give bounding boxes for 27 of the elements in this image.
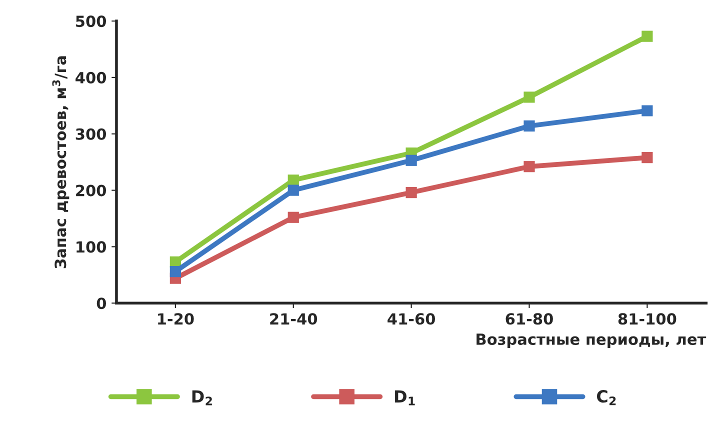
y-tick-label: 500 — [76, 16, 106, 28]
point — [524, 92, 535, 103]
point — [406, 186, 417, 198]
point — [288, 212, 299, 223]
point — [406, 154, 417, 166]
point — [524, 161, 535, 172]
x-tick-label: 81-100 — [618, 313, 676, 325]
point — [642, 152, 653, 164]
x-tick-label: 41-60 — [388, 313, 436, 325]
y-tick-label: 0 — [96, 298, 106, 310]
point — [170, 266, 182, 278]
y-tick-label: 100 — [76, 241, 106, 253]
point — [642, 30, 653, 42]
y-tick-label: 300 — [76, 128, 106, 140]
legend-label: D$_{1}$ — [395, 390, 415, 406]
x-tick-label: 61-80 — [506, 313, 553, 325]
y-tick-label: 200 — [76, 184, 106, 196]
point — [288, 184, 299, 196]
y-axis-title: Запас древостоев, м$^{3}$/га — [52, 56, 70, 268]
y-tick-label: 400 — [76, 72, 106, 84]
legend-label: C$_{2}$ — [596, 390, 616, 406]
point — [642, 105, 653, 116]
legend-label: D$_{2}$ — [192, 390, 212, 406]
point — [524, 120, 535, 132]
x-tick-label: 1-20 — [158, 313, 194, 325]
x-tick-label: 21-40 — [270, 313, 318, 325]
x-axis-title: Возрастные периоды, лет — [476, 334, 706, 348]
